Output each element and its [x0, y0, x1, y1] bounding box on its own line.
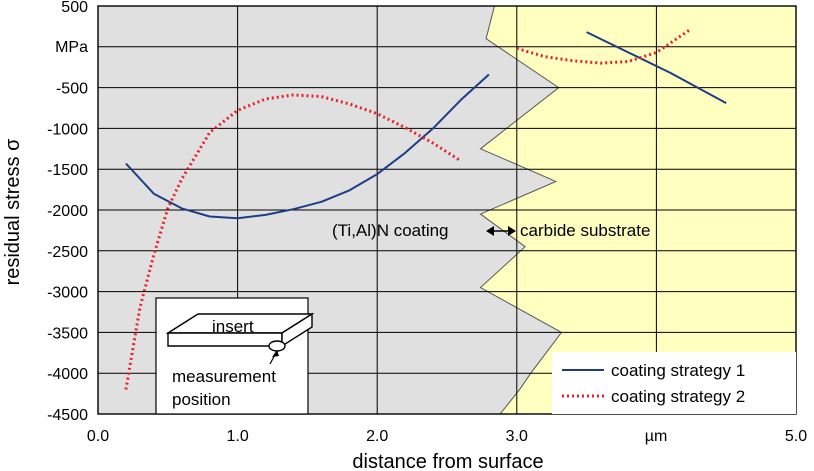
position-label: position — [172, 390, 231, 409]
y-axis-title: residual stress σ — [2, 138, 24, 285]
insert-label: insert — [212, 317, 254, 336]
insert-drawing-icon — [165, 312, 315, 365]
series-1-line — [586, 31, 727, 104]
x-tick-label: 2.0 — [366, 428, 388, 445]
y-tick-label: -2500 — [47, 244, 88, 261]
double-arrow-icon — [486, 226, 516, 236]
legend: coating strategy 1 coating strategy 2 — [552, 352, 796, 414]
measurement-label: measurement — [172, 367, 276, 386]
y-unit-label: MPa — [55, 39, 88, 56]
y-tick-label: -2000 — [47, 203, 88, 220]
coating-label: (Ti,Al)N coating — [332, 221, 449, 240]
y-tick-label: -4000 — [47, 366, 88, 383]
series-lines — [124, 27, 727, 390]
tick-labels: 0.0 1.0 2.0 3.0 5.0 500 -500 -1000 -1500 -2000 -25… — [47, 0, 807, 445]
x-tick-label: 0.0 — [87, 428, 109, 445]
substrate-label: carbide substrate — [520, 221, 650, 240]
x-tick-label: 5.0 — [785, 428, 807, 445]
legend-label-series-1: coating strategy 1 — [611, 361, 745, 380]
grid-lines — [98, 6, 796, 414]
y-tick-label: -4500 — [47, 407, 88, 424]
insert-inset: insert measurement position — [155, 297, 315, 415]
y-tick-label: -1000 — [47, 121, 88, 138]
y-tick-label: 500 — [61, 0, 88, 16]
y-tick-label: -3500 — [47, 325, 88, 342]
series-1-line — [125, 73, 490, 220]
legend-label-series-2: coating strategy 2 — [611, 387, 745, 406]
x-tick-label: 3.0 — [506, 428, 528, 445]
plot-frame — [97, 5, 797, 415]
y-tick-label: -3000 — [47, 285, 88, 302]
x-unit-label: µm — [645, 428, 668, 445]
x-tick-label: 1.0 — [226, 428, 248, 445]
series-2-line — [516, 27, 693, 65]
y-tick-label: -1500 — [47, 162, 88, 179]
x-axis-title: distance from surface — [352, 451, 543, 471]
y-tick-label: -500 — [56, 81, 88, 98]
